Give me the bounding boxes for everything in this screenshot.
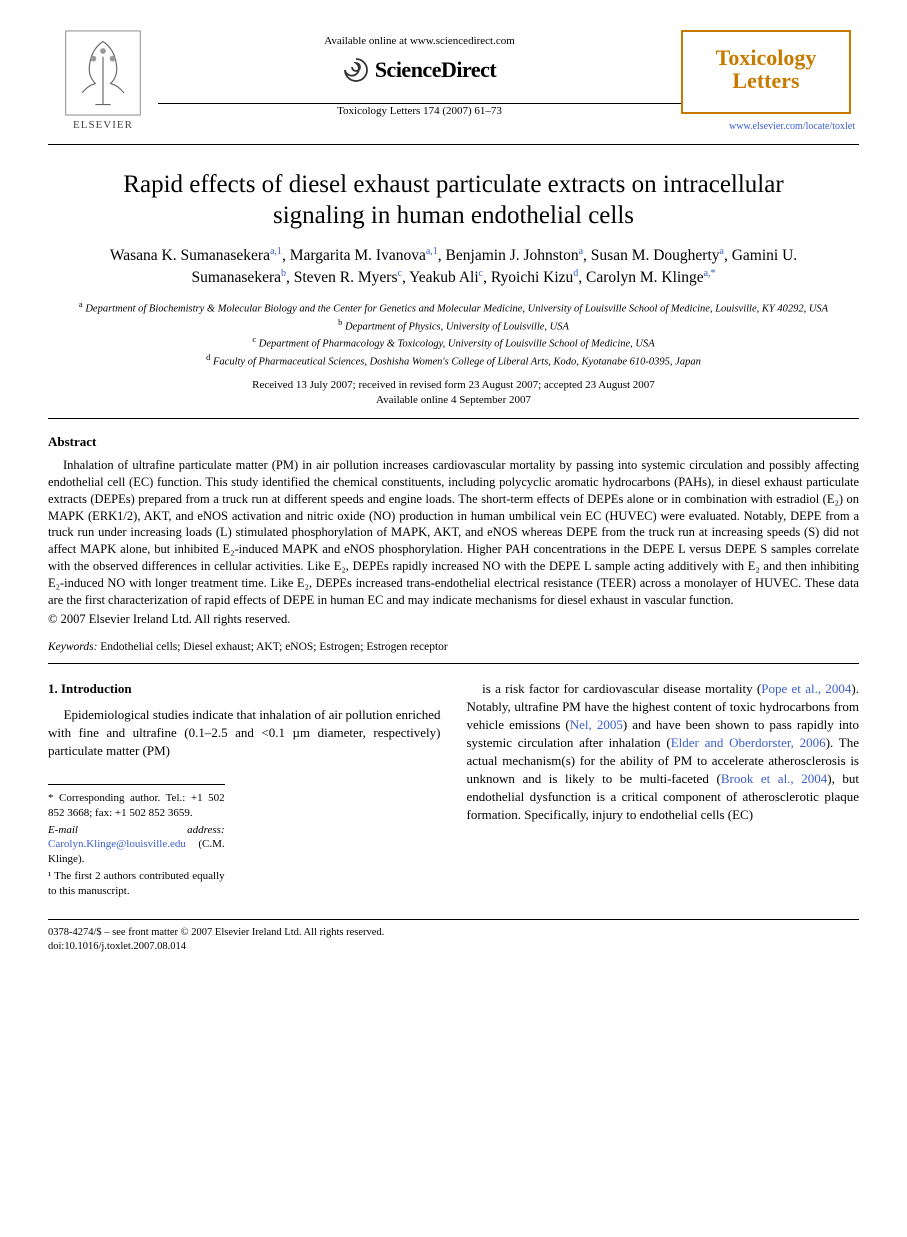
journal-url-link[interactable]: www.elsevier.com/locate/toxlet — [729, 121, 855, 132]
body-columns: 1. Introduction Epidemiological studies … — [48, 680, 859, 901]
journal-name-line1: Toxicology — [691, 46, 841, 69]
footnotes: * Corresponding author. Tel.: +1 502 852… — [48, 784, 225, 899]
equal-contribution-note: ¹ The first 2 authors contributed equall… — [48, 869, 225, 899]
citation-link[interactable]: Elder and Oberdorster, 2006 — [671, 735, 826, 750]
sciencedirect-swirl-icon — [343, 57, 369, 83]
keywords-line: Keywords: Endothelial cells; Diesel exha… — [48, 640, 859, 656]
citation-link[interactable]: Pope et al., 2004 — [761, 681, 851, 696]
intro-para-right: is a risk factor for cardiovascular dise… — [467, 680, 860, 824]
intro-heading: 1. Introduction — [48, 680, 441, 698]
column-right: is a risk factor for cardiovascular dise… — [467, 680, 860, 901]
citation-link[interactable]: Brook et al., 2004 — [721, 771, 827, 786]
abstract-copyright: © 2007 Elsevier Ireland Ltd. All rights … — [48, 611, 859, 628]
footer: 0378-4274/$ – see front matter © 2007 El… — [48, 919, 859, 954]
email-link[interactable]: Carolyn.Klinge@louisville.edu — [48, 838, 186, 850]
journal-url: www.elsevier.com/locate/toxlet — [681, 120, 859, 134]
citation-line: Toxicology Letters 174 (2007) 61–73 — [158, 104, 681, 119]
dates-received: Received 13 July 2007; received in revis… — [48, 378, 859, 393]
footer-copyright: 0378-4274/$ – see front matter © 2007 El… — [48, 926, 859, 940]
keywords-label: Keywords: — [48, 641, 97, 653]
journal-name-line2: Letters — [691, 69, 841, 92]
elsevier-label: ELSEVIER — [48, 118, 158, 133]
footer-doi: doi:10.1016/j.toxlet.2007.08.014 — [48, 940, 859, 954]
elsevier-tree-icon — [64, 30, 142, 116]
dates-available: Available online 4 September 2007 — [48, 393, 859, 408]
column-left: 1. Introduction Epidemiological studies … — [48, 680, 441, 901]
sciencedirect-logo: ScienceDirect — [343, 55, 496, 85]
keywords-list: Endothelial cells; Diesel exhaust; AKT; … — [100, 641, 447, 653]
header-center: Available online at www.sciencedirect.co… — [158, 30, 681, 118]
article-dates: Received 13 July 2007; received in revis… — [48, 378, 859, 409]
email-line: E-mail address: Carolyn.Klinge@louisvill… — [48, 823, 225, 868]
abstract-text: Inhalation of ultrafine particulate matt… — [48, 457, 859, 609]
author-list: Wasana K. Sumanasekeraa,1, Margarita M. … — [68, 245, 839, 289]
abstract-body: Inhalation of ultrafine particulate matt… — [48, 457, 859, 628]
header-row: ELSEVIER Available online at www.science… — [48, 30, 859, 134]
citation-link[interactable]: Nel, 2005 — [570, 717, 623, 732]
journal-cover: Toxicology Letters — [681, 30, 851, 114]
corresponding-author: * Corresponding author. Tel.: +1 502 852… — [48, 791, 225, 821]
available-online-text: Available online at www.sciencedirect.co… — [158, 34, 681, 49]
intro-para-left: Epidemiological studies indicate that in… — [48, 706, 441, 760]
abstract-heading: Abstract — [48, 433, 859, 451]
affiliations: a Department of Biochemistry & Molecular… — [78, 299, 829, 370]
email-label: E-mail address: — [48, 824, 225, 836]
article-title: Rapid effects of diesel exhaust particul… — [88, 169, 819, 232]
sciencedirect-text: ScienceDirect — [375, 55, 496, 85]
elsevier-logo-block: ELSEVIER — [48, 30, 158, 133]
journal-block-wrapper: Toxicology Letters www.elsevier.com/loca… — [681, 30, 859, 134]
